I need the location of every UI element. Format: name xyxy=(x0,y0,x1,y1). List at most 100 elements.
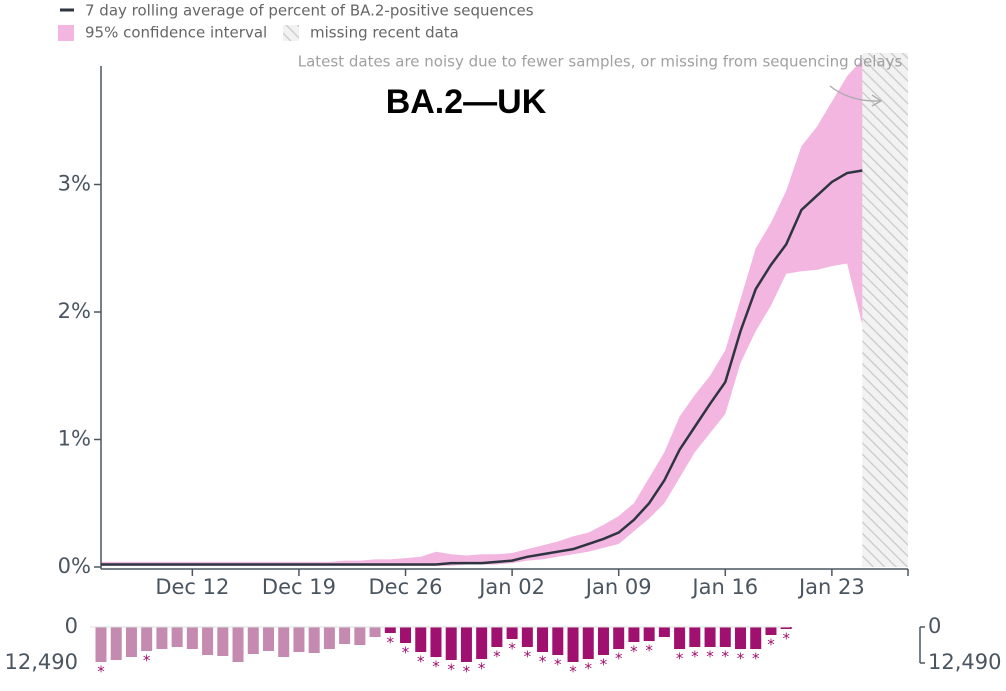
bar-tick-label-left: 0 xyxy=(65,614,78,638)
x-tick-label: Dec 12 xyxy=(155,575,229,599)
bar xyxy=(293,627,305,653)
bar xyxy=(323,627,335,650)
bar xyxy=(156,627,168,650)
bar xyxy=(247,627,259,655)
bar xyxy=(658,627,670,638)
bar xyxy=(171,627,183,648)
missing-region xyxy=(862,53,908,567)
x-tick-label: Jan 23 xyxy=(797,575,865,599)
bar xyxy=(125,627,137,658)
bar-flag: * xyxy=(554,656,562,674)
bar-flag: * xyxy=(97,663,105,681)
bar-flag: * xyxy=(600,656,608,674)
bar xyxy=(202,627,214,656)
bar xyxy=(521,627,533,648)
x-tick-label: Jan 16 xyxy=(690,575,758,599)
bar xyxy=(384,627,396,634)
bar-flag: * xyxy=(539,653,547,671)
bar-flag: * xyxy=(722,648,730,666)
bar xyxy=(476,627,488,660)
bar xyxy=(278,627,290,658)
x-tick-label: Jan 02 xyxy=(477,575,545,599)
bar xyxy=(110,627,122,661)
bar-flag: * xyxy=(463,663,471,681)
bar xyxy=(141,627,153,652)
legend-line: 7 day rolling average of percent of BA.2… xyxy=(85,2,534,20)
y-tick-label: 2% xyxy=(58,299,91,323)
bar xyxy=(582,627,594,660)
bar-flag: * xyxy=(782,630,790,648)
bar xyxy=(735,627,747,650)
bar xyxy=(613,627,625,650)
bar-flag: * xyxy=(478,660,486,678)
confidence-band xyxy=(101,59,863,566)
annotation-arrow xyxy=(829,85,881,102)
bar xyxy=(552,627,564,656)
bar xyxy=(674,627,686,650)
legend-band: 95% confidence interval xyxy=(85,24,267,42)
bar-flag: * xyxy=(569,663,577,681)
y-tick-label: 1% xyxy=(58,427,91,451)
legend-band-swatch xyxy=(58,25,74,41)
bar-flag: * xyxy=(402,644,410,662)
chart-title: BA.2—UK xyxy=(386,83,547,121)
bar-flag: * xyxy=(584,660,592,678)
bar xyxy=(704,627,716,648)
y-tick-label: 3% xyxy=(58,172,91,196)
bar xyxy=(400,627,412,644)
bar xyxy=(567,627,579,663)
y-tick-label: 0% xyxy=(58,554,91,578)
annotation: Latest dates are noisy due to fewer samp… xyxy=(298,53,903,71)
annotation-arrowhead xyxy=(871,94,883,107)
bar xyxy=(689,627,701,648)
bar xyxy=(95,627,107,663)
bar-tick-label-right: 0 xyxy=(928,614,941,638)
bar-flag: * xyxy=(630,643,638,661)
bar-tick-label-right: 12,490 xyxy=(928,650,1001,674)
bar-flag: * xyxy=(447,661,455,679)
bar xyxy=(628,627,640,643)
bar-flag: * xyxy=(387,634,395,652)
bar-flag: * xyxy=(493,648,501,666)
legend-missing-swatch xyxy=(283,25,299,41)
bar xyxy=(217,627,229,657)
bar xyxy=(262,627,274,652)
bar-flag: * xyxy=(737,650,745,668)
bar xyxy=(460,627,472,663)
bar xyxy=(186,627,198,650)
bar xyxy=(765,627,777,636)
bar-flag: * xyxy=(767,636,775,654)
bar-flag: * xyxy=(524,648,532,666)
bar xyxy=(369,627,381,638)
bar-flag: * xyxy=(752,650,760,668)
bar xyxy=(491,627,503,648)
line xyxy=(101,169,863,566)
bar-flag: * xyxy=(676,650,684,668)
bar-flag: * xyxy=(417,653,425,671)
bar-tick-label-left: 12,490 xyxy=(5,650,78,674)
bar xyxy=(232,627,244,663)
bar xyxy=(354,627,366,646)
bar xyxy=(506,627,518,640)
bar-flag: * xyxy=(645,642,653,660)
bar xyxy=(719,627,731,648)
bar-flag: * xyxy=(691,648,699,666)
bar-flag: * xyxy=(706,648,714,666)
x-tick-label: Dec 19 xyxy=(262,575,336,599)
bar xyxy=(415,627,427,653)
bar xyxy=(597,627,609,656)
bar-flag: * xyxy=(432,658,440,676)
legend-missing: missing recent data xyxy=(310,24,459,42)
bar xyxy=(750,627,762,650)
x-tick-label: Jan 09 xyxy=(584,575,652,599)
x-tick-label: Dec 26 xyxy=(369,575,443,599)
bar xyxy=(643,627,655,642)
bar xyxy=(339,627,351,645)
plot: 0% 1% 2% 3% Dec 12 Dec 19 Dec 26 Jan 02 Jan 09 Ja… xyxy=(5,53,1001,681)
bar xyxy=(445,627,457,661)
bar-flag: * xyxy=(615,650,623,668)
bar xyxy=(430,627,442,658)
bar xyxy=(780,627,792,630)
bar-flag: * xyxy=(508,640,516,658)
